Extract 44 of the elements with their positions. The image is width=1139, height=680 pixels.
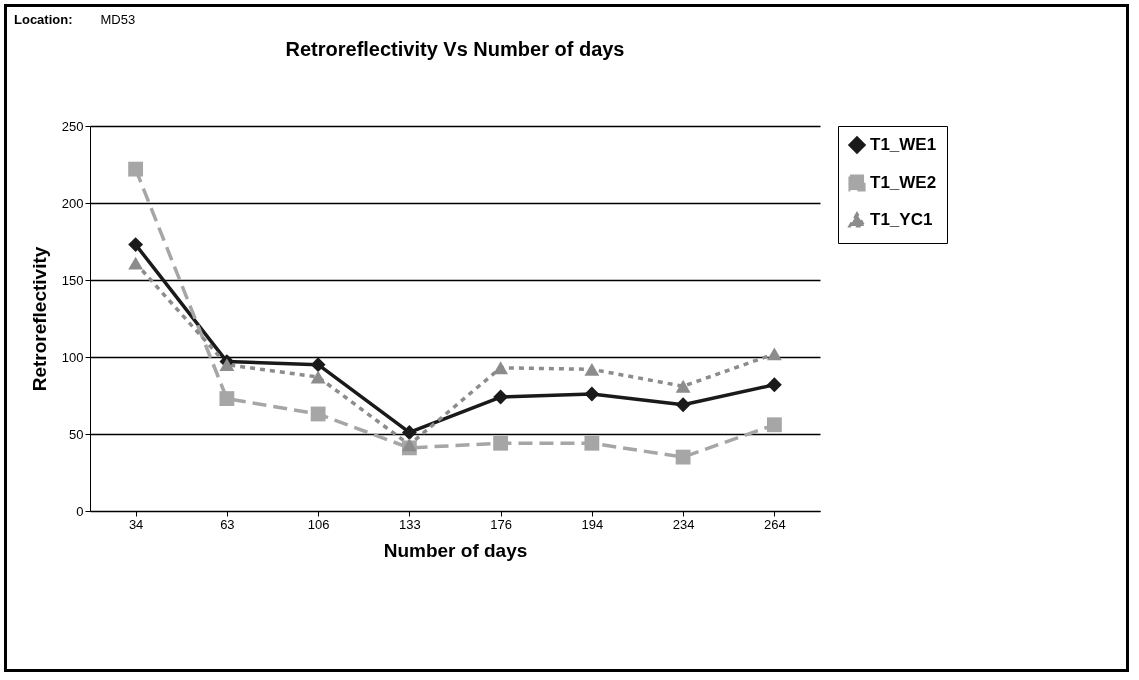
point: [675, 397, 691, 413]
x-tick-label: 106: [307, 516, 330, 532]
text: Location:: [14, 12, 73, 27]
x-tick-label: 264: [764, 516, 786, 532]
point: [310, 370, 326, 384]
point: [675, 449, 691, 465]
point: [584, 435, 600, 451]
point: [310, 357, 326, 373]
y-tick-label: 50: [69, 426, 84, 442]
point: [219, 391, 235, 406]
x-tick-label: 133: [399, 516, 421, 532]
chart-title: Retroreflectivity Vs Number of days: [285, 38, 625, 60]
legend-label: T1_YC1: [870, 210, 933, 229]
point: [128, 256, 144, 270]
legend-label: T1_WE2: [870, 173, 937, 192]
y-tick-label: 100: [61, 349, 84, 365]
x-axis-title: Number of days: [383, 539, 528, 561]
x-tick-label: 34: [128, 516, 144, 532]
y-axis-title: Retroreflectivity: [28, 246, 50, 392]
point: [128, 161, 144, 177]
y-tick-label: 250: [61, 118, 84, 134]
y-tick-label: 150: [61, 272, 84, 288]
y-tick-label: 0: [76, 503, 84, 519]
point: [401, 438, 417, 452]
x-tick-label: 234: [672, 516, 695, 532]
point: [584, 386, 600, 402]
x-tick-label: 63: [220, 516, 235, 532]
x-tick-label: 194: [581, 516, 604, 532]
point: [493, 361, 509, 375]
legend-label: T1_WE1: [870, 135, 937, 154]
point: [766, 417, 782, 433]
point: [584, 362, 600, 376]
point: [310, 406, 326, 422]
y-tick-label: 200: [61, 195, 84, 211]
point: [675, 379, 691, 393]
point: [219, 358, 235, 372]
point: [128, 237, 144, 252]
point: [401, 425, 417, 440]
point: [766, 377, 782, 393]
point: [493, 389, 509, 405]
text: MD53: [100, 12, 136, 27]
x-tick-label: 176: [490, 516, 512, 532]
point: [766, 347, 782, 361]
point: [493, 435, 509, 451]
